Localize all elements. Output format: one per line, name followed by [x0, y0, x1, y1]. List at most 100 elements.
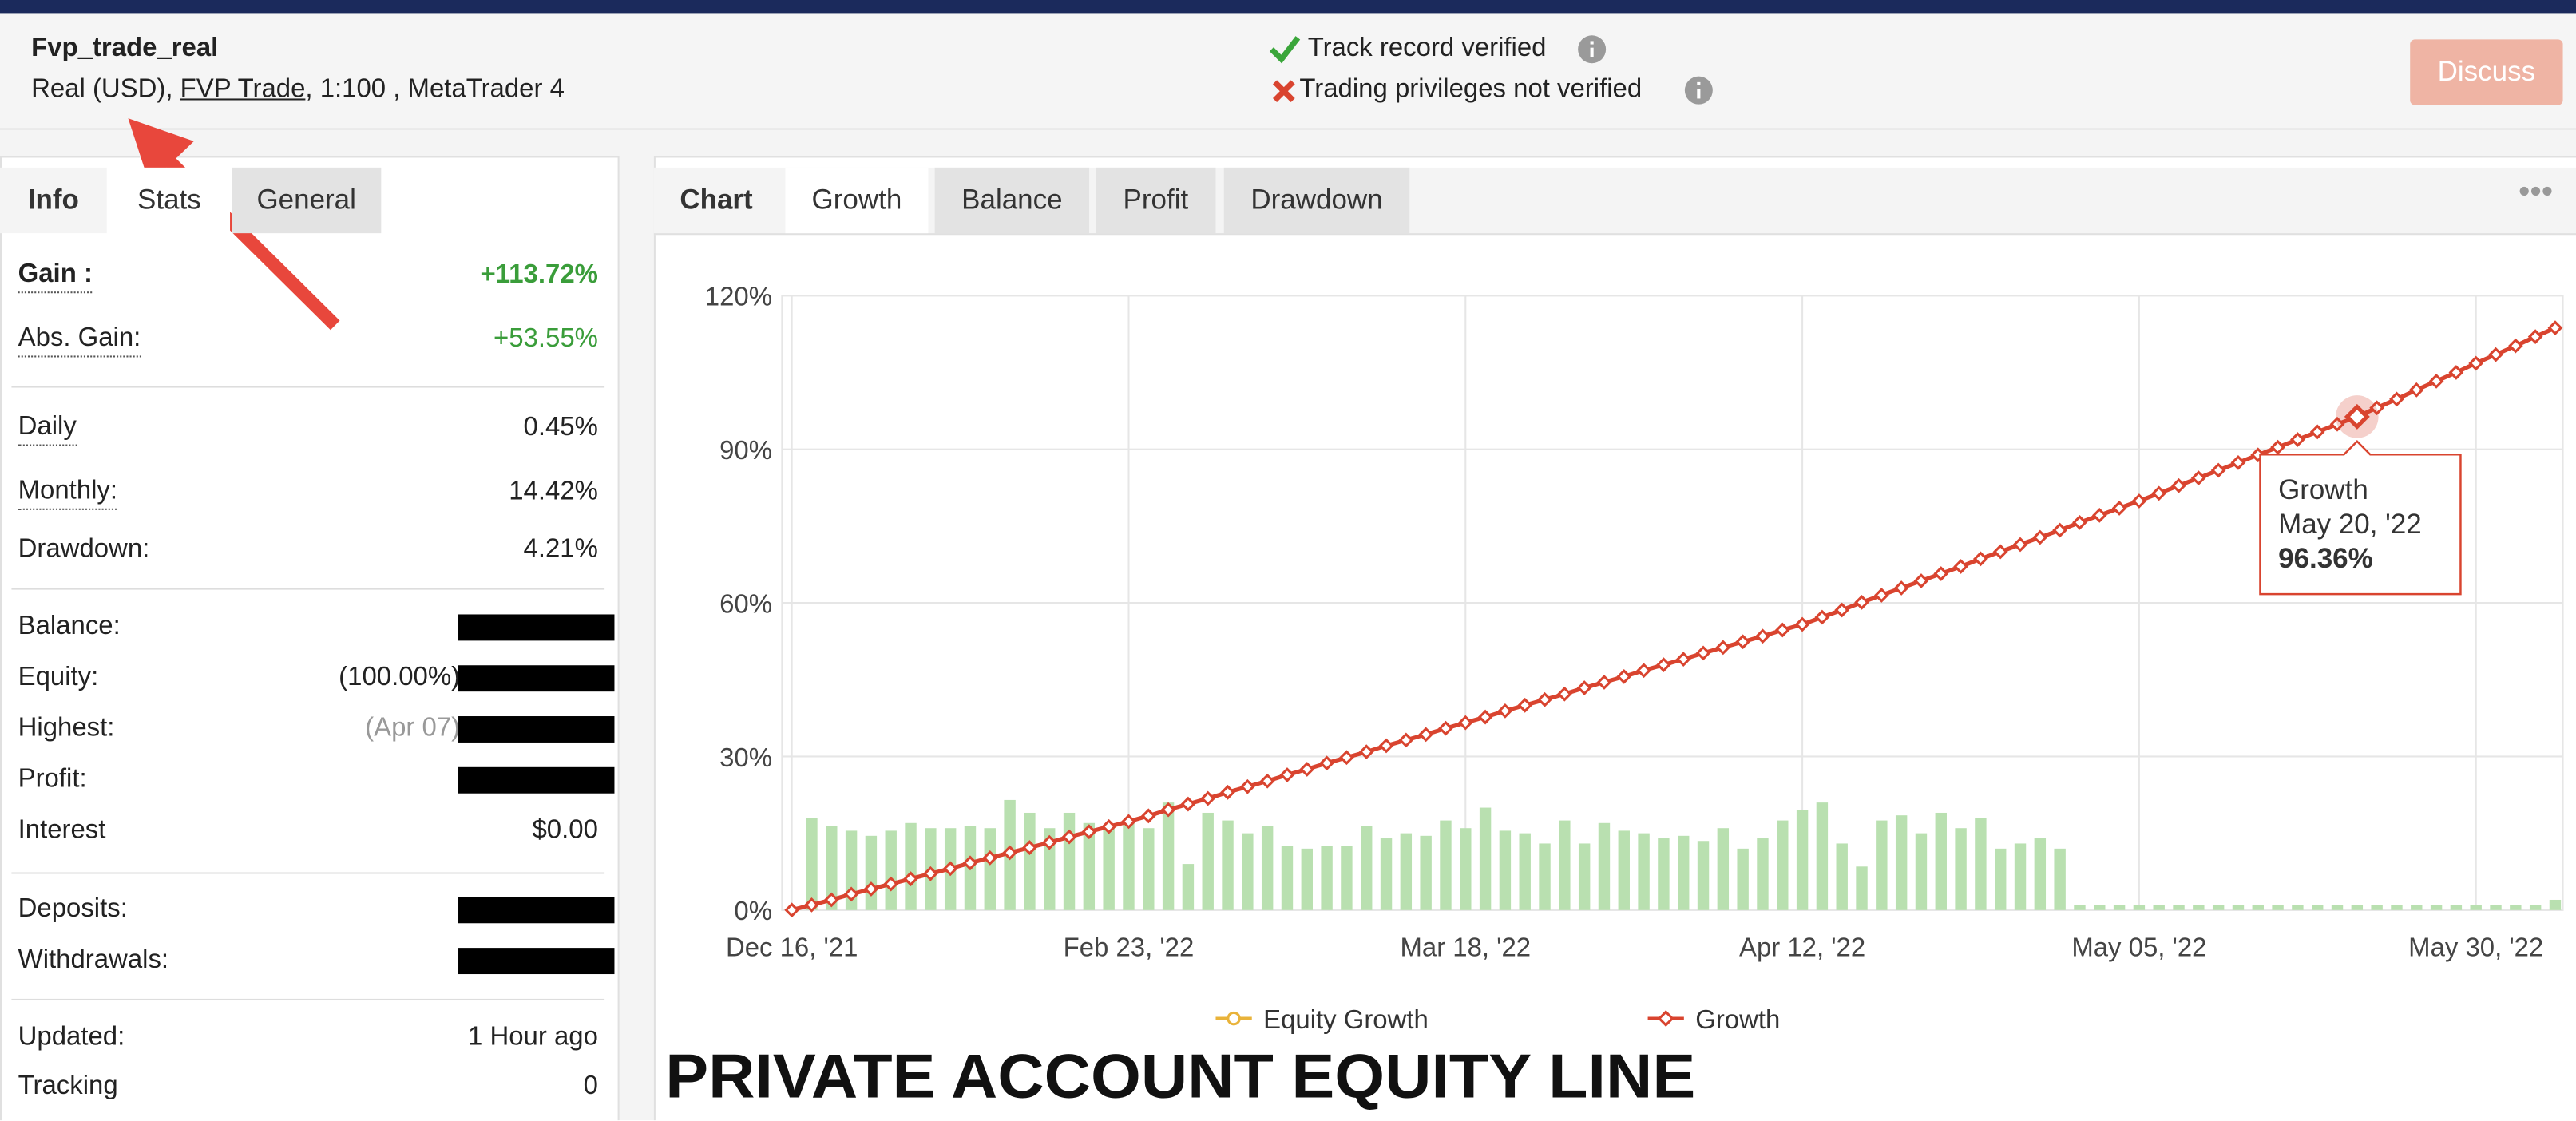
tab[interactable]: General — [232, 167, 382, 234]
stat-value: 4.21% — [523, 535, 598, 564]
bar — [1935, 812, 1947, 910]
separator — [11, 386, 605, 388]
broker-link[interactable]: FVP Trade — [180, 75, 306, 104]
tab[interactable]: Info — [0, 167, 107, 234]
point-marker — [2131, 493, 2147, 509]
bar — [2371, 905, 2383, 910]
legend-label: Equity Growth — [1263, 1004, 1429, 1034]
separator — [11, 588, 605, 590]
tab[interactable]: Drawdown — [1223, 167, 1410, 234]
point-marker — [1933, 566, 1949, 581]
point-marker — [1854, 595, 1869, 610]
redaction — [458, 665, 615, 692]
point-marker — [1160, 802, 1176, 818]
point-marker — [1992, 544, 2008, 560]
bar — [2173, 905, 2185, 910]
bar — [2054, 848, 2066, 910]
tooltip-date: May 20, '22 — [2278, 509, 2422, 540]
bar — [1460, 828, 1472, 910]
stat-label: Drawdown: — [18, 535, 150, 564]
bar — [1063, 812, 1076, 910]
bar — [2331, 905, 2344, 910]
bar — [1222, 820, 1234, 910]
bar — [1400, 833, 1413, 910]
bar — [2510, 905, 2522, 910]
tab[interactable]: Balance — [934, 167, 1090, 234]
info-icon[interactable] — [1684, 76, 1717, 109]
stat-label: Highest: — [18, 714, 115, 743]
discuss-button[interactable]: Discuss — [2410, 39, 2563, 105]
tab[interactable]: Stats — [108, 167, 231, 234]
bar — [806, 818, 818, 910]
point-marker — [2547, 320, 2563, 335]
bar — [2212, 905, 2225, 910]
point-marker — [1636, 663, 1651, 679]
point-marker — [1675, 652, 1691, 667]
stat-label: Interest — [18, 816, 106, 845]
bar — [2133, 905, 2146, 910]
bar — [1895, 815, 1908, 910]
bar — [1182, 864, 1195, 910]
stat-label: Tracking — [18, 1072, 118, 1101]
point-marker — [2428, 374, 2444, 389]
bar — [1380, 838, 1393, 910]
bar — [1044, 828, 1056, 910]
bar — [1261, 825, 1274, 910]
redaction — [458, 897, 615, 924]
bar — [1559, 820, 1571, 910]
bar — [1836, 843, 1848, 910]
point-marker — [1973, 551, 1988, 567]
point-marker — [1735, 634, 1751, 650]
verified-text: Track record verified — [1307, 34, 1547, 63]
redaction — [458, 948, 615, 975]
stat-value: 0.45% — [523, 414, 598, 442]
annotation: PRIVATE ACCOUNT EQUITY LINE — [665, 1040, 1695, 1111]
y-tick-label: 120% — [705, 282, 772, 311]
point-marker — [1121, 814, 1136, 830]
bar — [1638, 833, 1650, 910]
check-icon — [1269, 36, 1301, 64]
bar — [1697, 841, 1710, 910]
point-marker — [903, 871, 918, 887]
point-marker — [2171, 477, 2186, 493]
x-tick-label: May 30, '22 — [2408, 932, 2543, 961]
tooltip-title: Growth — [2278, 474, 2368, 505]
point-marker — [2527, 329, 2543, 345]
bar — [1519, 833, 1531, 910]
tab: Chart — [680, 184, 753, 216]
point-marker — [1418, 727, 1434, 743]
bar — [2232, 905, 2245, 910]
point-marker — [1616, 669, 1632, 684]
tab[interactable]: Profit — [1096, 167, 1216, 234]
bar — [1321, 846, 1333, 910]
point-marker — [2369, 400, 2385, 416]
info-icon[interactable] — [1577, 34, 1610, 67]
stat-value: $0.00 — [532, 816, 598, 845]
bar — [1479, 807, 1492, 910]
bar — [2351, 905, 2364, 910]
point-marker — [1041, 834, 1057, 850]
bar — [1281, 846, 1294, 910]
x-tick-label: Apr 12, '22 — [1739, 932, 1865, 961]
bar — [1024, 812, 1036, 910]
stat-label: Equity: — [18, 663, 99, 692]
point-marker — [1002, 845, 1017, 861]
menu-icon[interactable]: ••• — [2518, 174, 2554, 211]
point-marker — [863, 881, 879, 897]
account-details: Real (USD), FVP Trade, 1:100 , MetaTrade… — [31, 76, 565, 105]
bar — [1341, 846, 1353, 910]
bar — [1083, 822, 1096, 910]
stat-label: Deposits: — [18, 895, 128, 924]
stat-label: Monthly: — [18, 476, 118, 510]
legend-marker — [1227, 1011, 1241, 1026]
point-marker — [2151, 485, 2167, 501]
point-marker — [1893, 580, 1909, 596]
point-marker — [2091, 508, 2107, 523]
point-marker — [2230, 454, 2246, 470]
point-marker — [1220, 784, 1235, 800]
tab[interactable]: Growth — [785, 167, 929, 234]
y-tick-label: 0% — [734, 896, 772, 925]
tooltip-box — [2259, 440, 2462, 596]
bar — [1757, 838, 1769, 910]
point-marker — [1715, 640, 1731, 656]
